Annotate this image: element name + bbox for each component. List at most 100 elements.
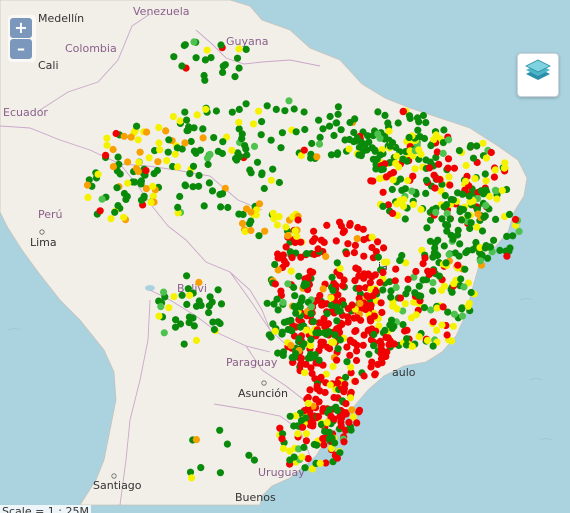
station-marker[interactable] <box>327 151 335 159</box>
station-marker[interactable] <box>442 259 450 267</box>
station-marker[interactable] <box>457 275 465 283</box>
station-marker[interactable] <box>466 224 474 233</box>
station-marker[interactable] <box>326 345 334 353</box>
station-marker[interactable] <box>430 171 438 179</box>
station-marker[interactable] <box>361 305 370 313</box>
station-marker[interactable] <box>387 293 395 301</box>
station-marker[interactable] <box>192 436 200 444</box>
station-marker[interactable] <box>330 393 338 402</box>
station-marker[interactable] <box>388 139 397 147</box>
station-marker[interactable] <box>165 304 173 312</box>
station-marker[interactable] <box>221 184 229 192</box>
station-marker[interactable] <box>478 227 487 235</box>
station-marker[interactable] <box>454 231 462 239</box>
station-marker[interactable] <box>446 215 454 223</box>
station-marker[interactable] <box>353 235 361 243</box>
station-marker[interactable] <box>165 136 173 144</box>
station-marker[interactable] <box>124 179 132 187</box>
station-marker[interactable] <box>393 152 401 160</box>
station-marker[interactable] <box>334 103 342 111</box>
station-marker[interactable] <box>340 388 348 396</box>
station-marker[interactable] <box>378 308 386 317</box>
station-marker[interactable] <box>296 323 304 331</box>
station-marker[interactable] <box>317 236 325 244</box>
station-marker[interactable] <box>379 165 387 173</box>
station-marker[interactable] <box>412 311 420 319</box>
station-marker[interactable] <box>160 329 168 337</box>
station-marker[interactable] <box>199 125 207 133</box>
station-marker[interactable] <box>249 120 258 128</box>
station-marker[interactable] <box>189 162 198 170</box>
station-marker[interactable] <box>250 456 258 464</box>
station-marker[interactable] <box>180 41 188 50</box>
station-marker[interactable] <box>330 131 338 140</box>
station-marker[interactable] <box>210 134 218 142</box>
station-marker[interactable] <box>296 301 304 309</box>
station-marker[interactable] <box>257 131 265 139</box>
station-marker[interactable] <box>313 153 321 161</box>
station-marker[interactable] <box>189 183 197 191</box>
station-marker[interactable] <box>181 181 189 189</box>
layer-switcher-button[interactable] <box>517 53 559 97</box>
station-marker[interactable] <box>309 420 317 428</box>
station-marker[interactable] <box>379 188 387 196</box>
station-marker[interactable] <box>403 335 411 343</box>
station-marker[interactable] <box>348 406 356 414</box>
station-marker[interactable] <box>388 324 396 332</box>
station-marker[interactable] <box>307 150 315 158</box>
station-marker[interactable] <box>440 126 448 134</box>
station-marker[interactable] <box>274 266 282 274</box>
station-marker[interactable] <box>317 338 325 346</box>
station-marker[interactable] <box>376 278 384 287</box>
station-marker[interactable] <box>120 132 128 140</box>
station-marker[interactable] <box>320 441 328 449</box>
station-marker[interactable] <box>277 144 285 152</box>
station-marker[interactable] <box>216 319 224 328</box>
station-marker[interactable] <box>274 306 282 314</box>
station-marker[interactable] <box>287 341 295 349</box>
station-marker[interactable] <box>195 182 203 190</box>
station-marker[interactable] <box>462 177 470 185</box>
station-marker[interactable] <box>235 105 243 113</box>
station-marker[interactable] <box>195 171 203 180</box>
station-marker[interactable] <box>427 142 435 150</box>
station-marker[interactable] <box>374 108 382 116</box>
station-marker[interactable] <box>385 127 393 135</box>
station-marker[interactable] <box>376 175 384 183</box>
station-marker[interactable] <box>310 227 318 235</box>
station-marker[interactable] <box>247 226 255 235</box>
station-marker[interactable] <box>388 316 396 324</box>
station-marker[interactable] <box>201 76 209 84</box>
station-marker[interactable] <box>423 336 432 344</box>
station-marker[interactable] <box>365 350 373 358</box>
station-marker[interactable] <box>282 243 290 251</box>
station-marker[interactable] <box>134 167 142 176</box>
station-marker[interactable] <box>163 157 171 165</box>
station-marker[interactable] <box>328 273 336 281</box>
station-marker[interactable] <box>416 133 424 141</box>
station-marker[interactable] <box>111 208 119 216</box>
station-marker[interactable] <box>238 219 247 228</box>
station-marker[interactable] <box>482 154 490 162</box>
station-marker[interactable] <box>286 248 294 256</box>
station-marker[interactable] <box>295 272 303 280</box>
station-marker[interactable] <box>94 170 102 178</box>
station-marker[interactable] <box>197 464 205 472</box>
station-marker[interactable] <box>325 435 333 443</box>
station-marker[interactable] <box>374 253 382 261</box>
station-marker[interactable] <box>365 271 373 279</box>
station-marker[interactable] <box>193 111 201 119</box>
station-marker[interactable] <box>267 333 275 341</box>
station-marker[interactable] <box>451 249 459 257</box>
station-marker[interactable] <box>478 251 486 259</box>
station-marker[interactable] <box>445 250 453 258</box>
station-marker[interactable] <box>402 259 410 267</box>
station-marker[interactable] <box>309 318 318 326</box>
station-marker[interactable] <box>415 146 423 154</box>
station-marker[interactable] <box>388 185 396 194</box>
station-marker[interactable] <box>278 330 286 338</box>
station-marker[interactable] <box>370 312 378 320</box>
station-marker[interactable] <box>337 126 345 134</box>
station-marker[interactable] <box>505 210 514 218</box>
station-marker[interactable] <box>467 288 475 297</box>
